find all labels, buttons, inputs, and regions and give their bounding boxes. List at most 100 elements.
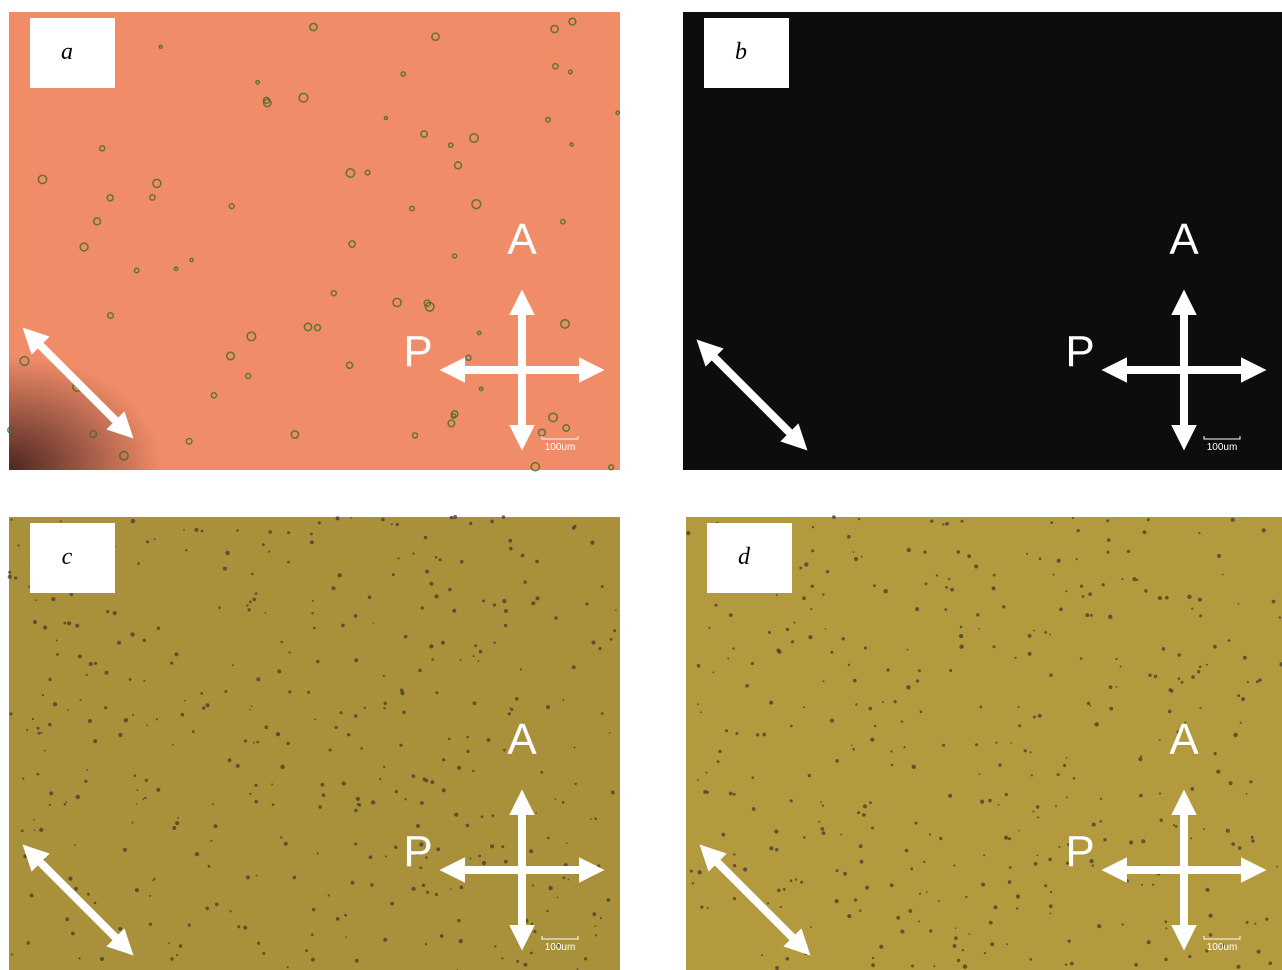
speckle [1209, 914, 1213, 918]
speckle [490, 844, 494, 848]
speckle [168, 942, 170, 944]
speckle [255, 592, 258, 595]
speckle [1190, 837, 1192, 839]
speckle [706, 791, 709, 794]
speckle [33, 620, 37, 624]
speckle [981, 883, 985, 887]
speckle [956, 550, 960, 554]
speckle [1181, 681, 1184, 684]
scale-bar-label: 100um [1207, 942, 1238, 953]
speckle [1152, 884, 1154, 886]
speckle [1059, 608, 1063, 612]
speckle [915, 607, 919, 611]
speckle [1016, 894, 1020, 898]
speckle [802, 596, 806, 600]
speckle [566, 842, 568, 844]
speckle [707, 907, 709, 909]
speckle [1048, 858, 1051, 861]
speckle [383, 938, 387, 942]
speckle [404, 635, 408, 639]
speckle [853, 679, 857, 683]
speckle [202, 706, 205, 709]
speckle [974, 565, 978, 569]
speckle [727, 658, 729, 660]
speckle [1100, 798, 1102, 800]
speckle [332, 586, 336, 590]
speckle [919, 893, 921, 895]
speckle [1206, 664, 1208, 666]
speckle [482, 600, 485, 603]
speckle [529, 849, 533, 853]
polarizer-label: P [403, 327, 432, 376]
speckle [983, 854, 985, 856]
speckle [1006, 943, 1008, 945]
speckle [195, 852, 199, 856]
speckle [1173, 824, 1175, 826]
scale-bar-label: 100um [545, 442, 576, 453]
speckle [355, 959, 359, 963]
speckle [960, 626, 963, 629]
speckle [310, 540, 314, 544]
speckle [490, 520, 494, 524]
analyzer-label: A [1169, 715, 1199, 764]
speckle [790, 879, 793, 882]
speckle [887, 668, 890, 671]
speckle [70, 593, 73, 596]
speckle [68, 877, 72, 881]
speckle [37, 773, 40, 776]
speckle [318, 805, 322, 809]
speckle [423, 778, 427, 782]
speckle [989, 921, 993, 925]
speckle [1136, 579, 1138, 581]
speckle [775, 848, 778, 851]
speckle [918, 669, 921, 672]
speckle [1109, 707, 1113, 711]
speckle [1073, 777, 1076, 780]
speckle [287, 966, 289, 968]
speckle [356, 797, 360, 801]
speckle [1036, 805, 1039, 808]
speckle [503, 749, 506, 752]
speckle [1198, 598, 1202, 602]
speckle [953, 944, 957, 948]
speckle [811, 549, 814, 552]
speckle [1030, 958, 1033, 961]
speckle [803, 836, 806, 839]
micrograph-panel: bAP100um [683, 12, 1282, 470]
speckle [412, 774, 416, 778]
speckle [800, 881, 803, 884]
speckle [900, 929, 904, 933]
speckle [1205, 888, 1209, 892]
speckle [786, 628, 789, 631]
speckle [1088, 592, 1092, 596]
speckle [1141, 884, 1143, 886]
speckle [11, 954, 13, 956]
speckle [383, 766, 385, 768]
speckle [751, 662, 754, 665]
speckle [477, 660, 479, 662]
speckle [399, 744, 402, 747]
speckle [1269, 962, 1273, 966]
speckle [521, 554, 525, 558]
figure: aAP100umbAP100umcAP100umdAP100um [0, 0, 1282, 970]
speckle [123, 848, 127, 852]
speckle [607, 899, 609, 901]
speckle [822, 831, 826, 835]
speckle [481, 815, 484, 818]
speckle [980, 706, 983, 709]
speckle [448, 588, 451, 591]
speckle [472, 770, 474, 772]
speckle [610, 638, 613, 641]
speckle [145, 779, 148, 782]
speckle [865, 886, 869, 890]
speckle [329, 749, 332, 752]
speckle [1072, 517, 1074, 519]
speckle [284, 842, 288, 846]
speckle [988, 799, 992, 803]
speckle [87, 893, 90, 896]
analyzer-label: A [507, 215, 537, 264]
speckle [980, 800, 984, 804]
speckle [1197, 670, 1200, 673]
speckle [1134, 963, 1138, 967]
speckle [501, 957, 503, 959]
